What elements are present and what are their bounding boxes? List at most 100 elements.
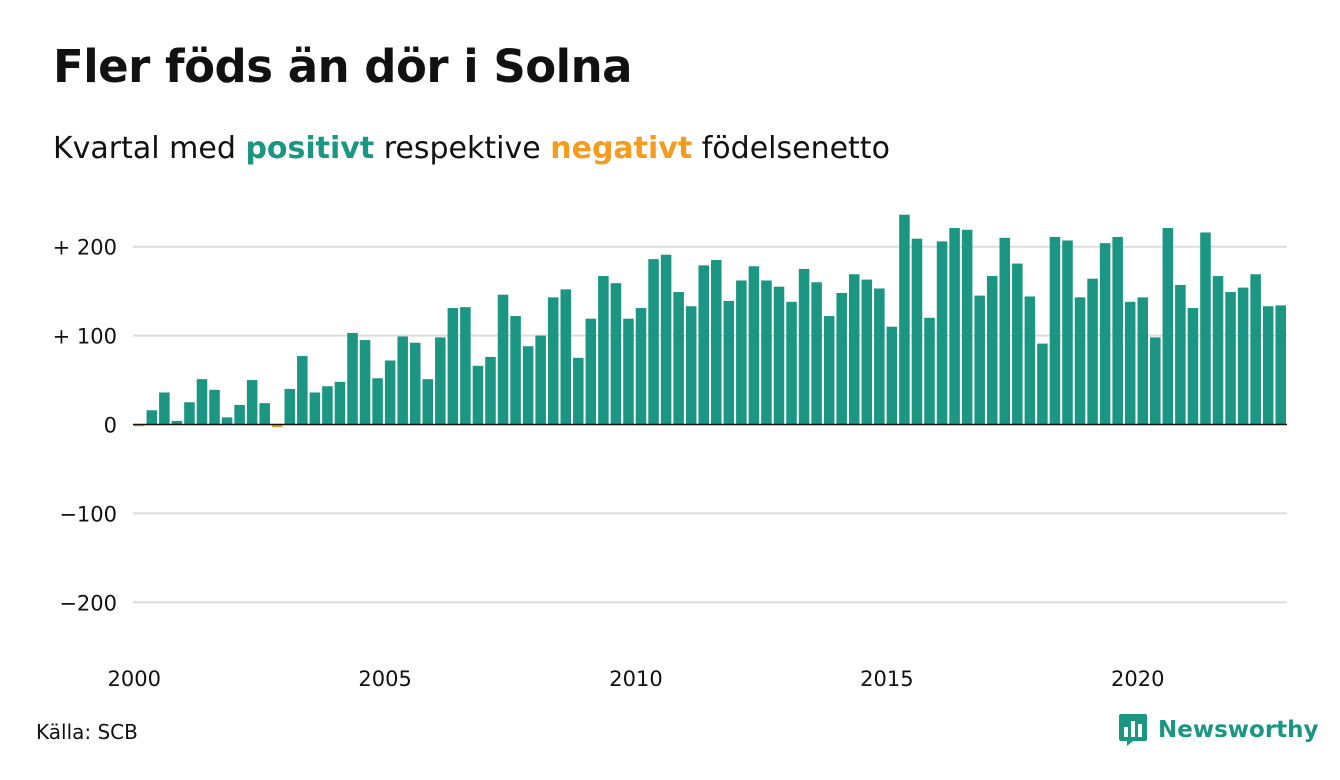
bar (1237, 287, 1249, 425)
bar (384, 360, 396, 425)
bar (1162, 228, 1174, 425)
bar (861, 279, 873, 425)
bar (974, 295, 985, 425)
bar (1037, 343, 1048, 425)
subtitle-text-start: Kvartal med (53, 131, 236, 166)
bar (1200, 232, 1211, 425)
bar (986, 276, 998, 425)
bar (1250, 274, 1261, 425)
bar (460, 307, 471, 425)
bar (1175, 284, 1186, 425)
bar (949, 228, 960, 425)
bar (761, 280, 772, 425)
page-title: Fler föds än dör i Solna (53, 40, 633, 93)
chart-subtitle: Kvartal med positivt respektive negativt… (53, 130, 890, 168)
bar (284, 388, 296, 425)
x-tick-label: 2000 (108, 667, 161, 691)
bar (259, 403, 270, 425)
bar (221, 417, 233, 425)
bar (1262, 306, 1274, 425)
bar (322, 386, 333, 425)
bar (134, 424, 145, 427)
bar (685, 306, 697, 425)
bar (623, 318, 634, 425)
bar (836, 292, 847, 425)
bar (1062, 240, 1073, 425)
bar (573, 357, 584, 425)
bar (660, 254, 672, 425)
bar (811, 282, 822, 425)
bar (1049, 236, 1061, 425)
newsworthy-logo: Newsworthy (1118, 712, 1319, 748)
y-tick-label: −100 (59, 502, 117, 526)
bar (409, 342, 421, 425)
bar (1137, 297, 1149, 425)
y-axis-labels: + 200 + 100 0 −100 −200 (53, 236, 117, 616)
bar-chart: + 200 + 100 0 −100 −200 2000 2005 2010 2015 2020 (53, 214, 1287, 691)
bar (1187, 308, 1199, 425)
bar (146, 410, 158, 425)
bar (874, 288, 885, 425)
bar (786, 301, 797, 425)
x-tick-label: 2015 (860, 667, 913, 691)
bar (196, 379, 208, 425)
bar (924, 317, 935, 425)
bar (1074, 297, 1086, 425)
bar (1212, 276, 1224, 425)
bar (510, 316, 521, 425)
y-tick-label: −200 (59, 591, 117, 615)
bar (886, 326, 898, 425)
bar (535, 335, 546, 425)
x-tick-label: 2005 (358, 667, 411, 691)
bar (435, 337, 446, 425)
bar (184, 402, 195, 425)
bar (522, 346, 534, 425)
bar (585, 318, 597, 425)
bar (899, 214, 910, 425)
bar (297, 356, 308, 425)
bar (723, 300, 735, 425)
bar (610, 283, 622, 425)
bar (271, 424, 283, 428)
source-note: Källa: SCB (36, 720, 138, 744)
bar (736, 280, 747, 425)
bar (698, 265, 709, 425)
bar (673, 292, 684, 425)
bar (422, 379, 434, 425)
bar (999, 237, 1011, 425)
y-tick-label: + 200 (53, 236, 117, 260)
bar-chart-speech-bubble-icon (1119, 714, 1147, 746)
bar (359, 340, 371, 425)
subtitle-positive-label: positivt (245, 131, 375, 166)
bar (246, 380, 258, 425)
x-axis-labels: 2000 2005 2010 2015 2020 (108, 667, 1165, 691)
bar (209, 389, 220, 425)
y-tick-label: 0 (104, 414, 117, 438)
bar (1150, 337, 1161, 425)
y-tick-label: + 100 (53, 325, 117, 349)
logo-text: Newsworthy (1158, 717, 1319, 743)
bar (1124, 301, 1136, 425)
bar (1225, 292, 1236, 425)
bar (823, 316, 835, 425)
x-tick-label: 2010 (609, 667, 662, 691)
bar (472, 365, 484, 425)
bar (1012, 263, 1023, 425)
bar (447, 308, 459, 425)
bar (372, 378, 383, 425)
bar (309, 392, 321, 425)
bar (961, 229, 973, 425)
bar (560, 289, 572, 425)
bar (648, 259, 659, 425)
bar (598, 276, 609, 425)
bar (547, 297, 559, 425)
bar (1275, 305, 1286, 425)
bar (848, 274, 860, 425)
bar (485, 356, 496, 425)
bar (159, 392, 170, 425)
bars (134, 214, 1286, 428)
subtitle-negative-label: negativt (550, 131, 693, 166)
bar (911, 238, 923, 425)
bar (171, 420, 183, 425)
bar (1087, 278, 1098, 425)
